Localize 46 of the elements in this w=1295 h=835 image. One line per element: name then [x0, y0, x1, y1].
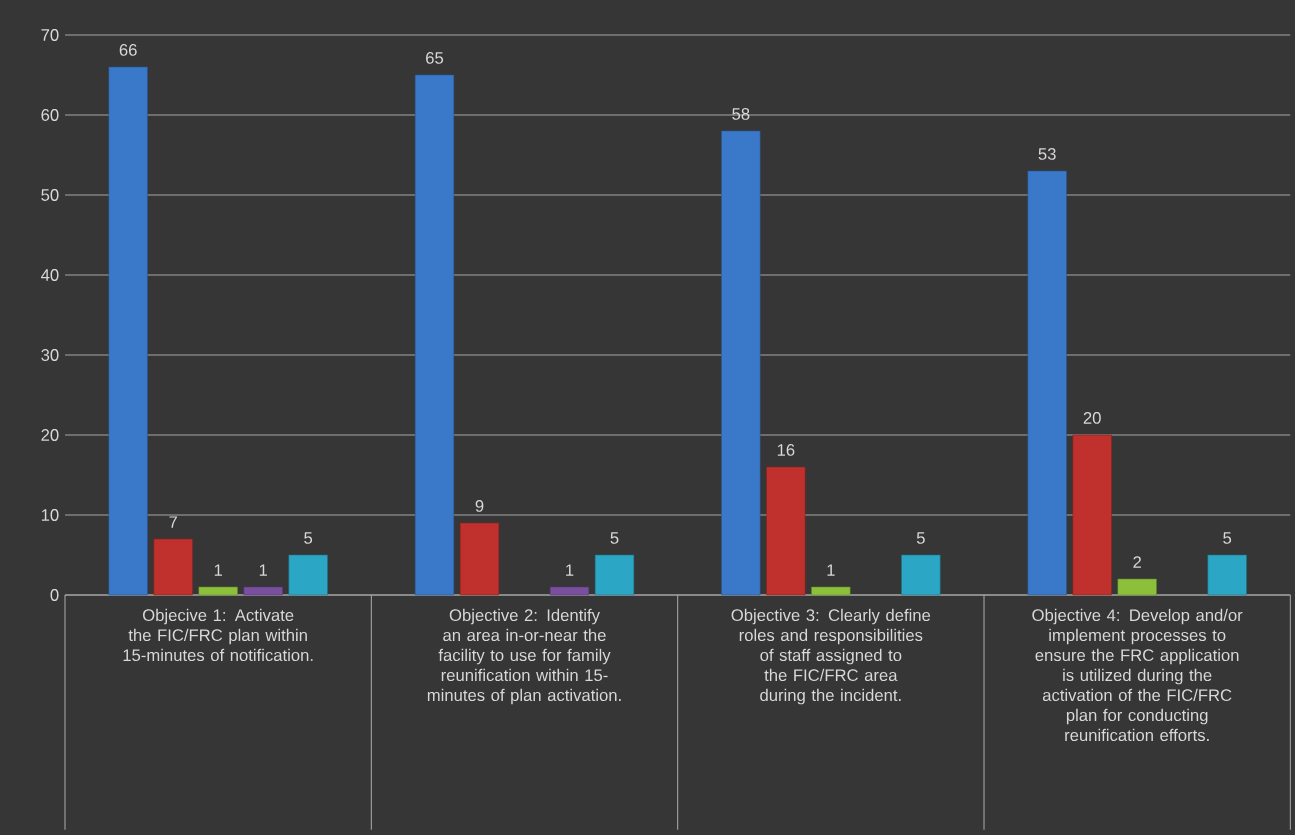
y-tick-label: 30	[41, 349, 59, 361]
data-label: 58	[732, 108, 750, 120]
bar	[721, 130, 761, 596]
data-label: 1	[566, 564, 574, 576]
data-label: 1	[259, 564, 267, 576]
data-label: 20	[1083, 412, 1101, 424]
data-label: 1	[827, 564, 835, 576]
bar	[108, 66, 148, 596]
x-tick-label: Objective 3: Clearly define roles and responsibilities of staff assigned to the FIC/FRC area during the incident.	[731, 608, 931, 705]
bar	[153, 538, 193, 596]
y-tick-label: 40	[41, 269, 59, 281]
x-tick-label: Objecive 1: Activate the FIC/FRC plan within 15-minutes of notification.	[123, 608, 313, 662]
bar	[459, 522, 500, 596]
data-label: 66	[119, 44, 137, 56]
bar	[243, 586, 283, 596]
y-tick-label: 70	[41, 29, 59, 41]
data-label: 1	[214, 564, 222, 576]
bar	[901, 554, 941, 596]
data-label: 5	[610, 532, 619, 544]
y-tick-label: 10	[41, 509, 59, 521]
bar	[1207, 554, 1247, 596]
data-label: 5	[916, 532, 925, 544]
bar	[1117, 578, 1157, 596]
bar	[766, 466, 806, 596]
data-label: 65	[426, 52, 444, 64]
x-tick-label: Objective 2: Identify an area in-or-near the facility to use for family reunification within 15-minutes of plan activation.	[427, 608, 621, 705]
bar	[811, 586, 851, 596]
y-tick-label: 50	[41, 189, 59, 201]
data-label: 7	[169, 516, 177, 528]
bar	[414, 74, 455, 596]
bar	[198, 586, 238, 596]
bar	[288, 554, 328, 596]
data-label: 53	[1038, 148, 1056, 160]
y-tick-label: 0	[50, 589, 59, 601]
bar	[1072, 434, 1112, 596]
bar	[549, 586, 590, 596]
data-label: 9	[475, 500, 484, 512]
bar	[594, 554, 635, 596]
y-tick-label: 60	[41, 109, 59, 121]
data-label: 2	[1133, 556, 1141, 568]
bar	[1027, 170, 1067, 596]
data-label: 5	[304, 532, 313, 544]
y-tick-label: 20	[41, 429, 59, 441]
x-tick-label: Objective 4: Develop and/or implement processes to ensure the FRC application is utilized during the activation of the FIC/FRC plan for conducting reunification efforts.	[1032, 608, 1243, 742]
data-label: 5	[1223, 532, 1232, 544]
data-label: 16	[777, 444, 795, 456]
